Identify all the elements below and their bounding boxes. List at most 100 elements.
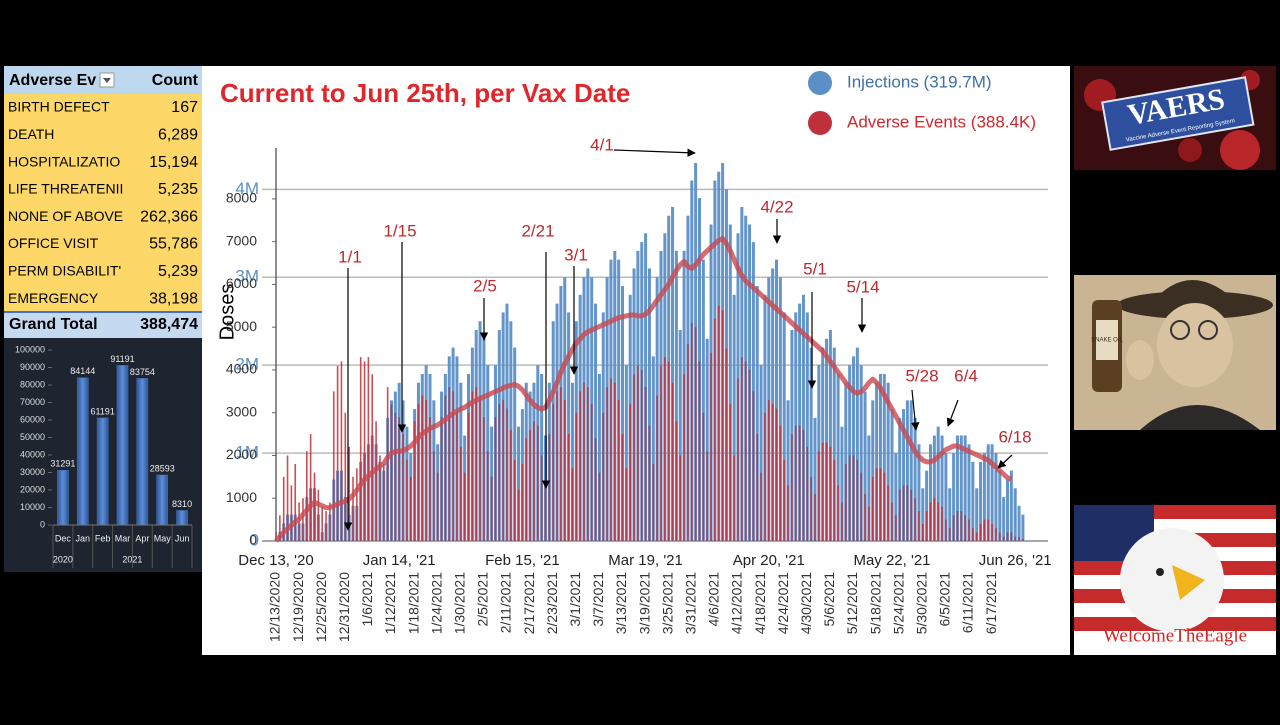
adverse-bar <box>398 416 400 541</box>
row-label: EMERGENCY <box>8 290 99 306</box>
adverse-bar <box>868 506 870 541</box>
adverse-bar <box>348 446 350 541</box>
adverse-bar <box>833 459 836 541</box>
injection-bar <box>647 268 651 541</box>
injection-bar <box>855 347 859 541</box>
adverse-bar <box>440 416 443 541</box>
adverse-bar <box>309 434 312 541</box>
x-tick-label: 5/30/2021 <box>914 572 930 634</box>
adverse-bar <box>748 369 751 541</box>
adverse-bar <box>991 523 993 541</box>
annotation: 3/1 <box>564 245 588 264</box>
injection-bar <box>701 259 705 541</box>
injection-bar <box>894 453 898 541</box>
x-tick-label: 3/1/2021 <box>567 572 583 627</box>
adverse-bar <box>279 515 281 541</box>
annotation: 2/5 <box>473 276 497 295</box>
adverse-bar <box>914 498 916 541</box>
y-tick-label: 3000 <box>226 403 257 419</box>
injection-bar <box>909 400 913 541</box>
mini-bar <box>116 365 129 526</box>
adverse-bar <box>637 365 639 541</box>
adverse-bar <box>421 395 424 541</box>
y2-tick-label: 2M <box>235 355 259 374</box>
adverse-bar <box>483 416 485 541</box>
adverse-bar <box>995 528 997 541</box>
adverse-bar <box>879 468 882 541</box>
y-tick-label: 1000 <box>226 489 257 505</box>
adverse-bar <box>1002 536 1005 541</box>
adverse-bar <box>891 502 893 541</box>
x2-tick-label: Jun 26, '21 <box>979 552 1052 569</box>
adverse-bar <box>460 446 462 541</box>
mini-y-tick-label: 70000 <box>20 397 45 407</box>
row-label: OFFICE VISIT <box>8 235 99 251</box>
mini-value-label: 31291 <box>50 459 75 469</box>
adverse-bar <box>533 421 535 541</box>
adverse-bar <box>367 357 370 541</box>
adverse-bar <box>375 421 377 541</box>
adverse-bar <box>933 498 936 541</box>
adverse-bar <box>575 412 578 541</box>
injection-bar <box>875 382 879 541</box>
adverse-bar <box>671 382 674 541</box>
annotation: 4/22 <box>760 197 793 216</box>
adverse-bar <box>587 387 589 541</box>
adverse-bar <box>579 391 581 541</box>
injection-bar <box>809 347 813 541</box>
vaers-logo: VAERS Vaccine Adverse Event Reporting Sy… <box>1074 66 1276 170</box>
mini-group-label: 2021 <box>122 554 142 564</box>
mini-value-label: 8310 <box>172 499 192 509</box>
mini-bar <box>57 469 69 526</box>
adverse-bar <box>490 476 493 541</box>
injection-bar <box>513 347 517 541</box>
adverse-bar <box>829 446 832 541</box>
mini-bar <box>136 378 149 526</box>
adverse-bar <box>494 416 497 541</box>
adverse-bar <box>402 434 404 541</box>
adverse-bar <box>898 489 901 541</box>
adverse-bar <box>352 476 354 541</box>
adverse-bar <box>821 442 824 541</box>
injection-bar <box>852 356 855 541</box>
adverse-bar <box>810 476 812 541</box>
x-tick-label: 12/25/2020 <box>313 572 329 642</box>
adverse-bar <box>390 404 393 541</box>
adverse-bar <box>317 489 320 541</box>
adverse-bar <box>479 395 481 541</box>
mini-y-tick-label: 80000 <box>20 379 45 389</box>
injection-bar <box>994 453 998 541</box>
adverse-bar <box>379 455 381 541</box>
adverse-bar <box>471 391 474 541</box>
column-header: Adverse Ev <box>9 72 96 89</box>
injection-bar <box>929 444 932 541</box>
adverse-bar <box>275 532 277 541</box>
injection-bar <box>998 470 1002 541</box>
row-label: NONE OF ABOVE <box>8 208 123 224</box>
adverse-bar <box>594 438 597 541</box>
adverse-bar <box>860 472 862 541</box>
adverse-bar <box>717 305 720 541</box>
injection-bar <box>975 488 979 541</box>
injection-bar <box>798 303 802 541</box>
adverse-bar <box>498 404 501 541</box>
injection-bar <box>828 329 832 541</box>
x2-tick-label: Jan 14, '21 <box>363 552 436 569</box>
row-value: 38,198 <box>149 290 198 307</box>
injection-bar <box>963 435 967 541</box>
adverse-bar <box>798 425 801 541</box>
adverse-bar <box>660 365 662 541</box>
x-tick-label: 1/12/2021 <box>382 572 398 634</box>
injection-bar <box>621 286 624 541</box>
x2-tick-label: May 22, '21 <box>853 552 930 569</box>
adverse-bar <box>359 357 362 541</box>
mini-value-label: 83754 <box>130 367 155 377</box>
bottle-label: SNAKE OIL <box>1091 338 1123 344</box>
adverse-bar <box>340 361 343 541</box>
adverse-bar <box>972 528 974 541</box>
adverse-bar <box>906 485 909 541</box>
x2-tick-label: Apr 20, '21 <box>733 552 805 569</box>
annotation: 1/1 <box>338 247 362 266</box>
adverse-bar <box>787 485 789 541</box>
mini-value-label: 61191 <box>90 406 114 416</box>
